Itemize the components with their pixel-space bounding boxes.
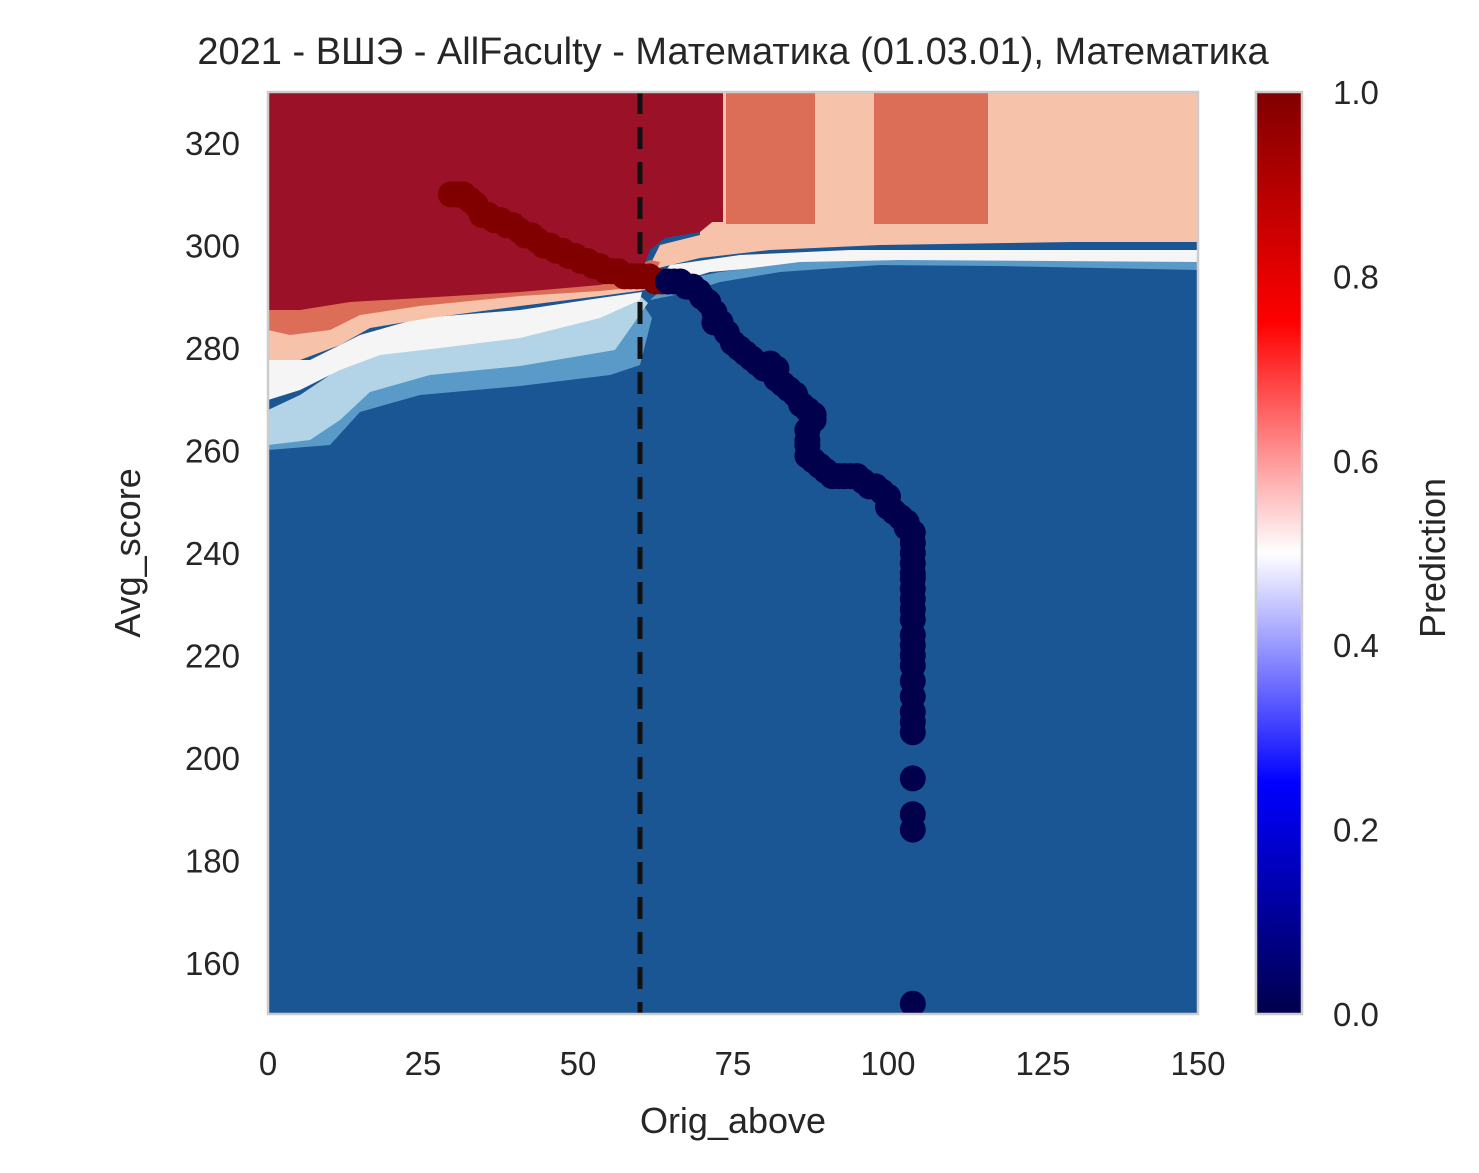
colorbar-ticks: 0.0 0.2 0.4 0.6 0.8 1.0 (1333, 74, 1379, 1033)
colorbar-label: Prediction (1412, 478, 1453, 638)
region-white-band-top (650, 250, 1198, 290)
region-salmon-block-b (874, 92, 988, 224)
region-blue-band-top (650, 260, 1198, 300)
region-salmon-block-a (726, 92, 815, 224)
plot-area (268, 92, 1198, 1014)
y-tick-label: 200 (185, 740, 240, 777)
colorbar-tick-label: 0.4 (1333, 627, 1379, 664)
chart-title: 2021 - ВШЭ - AllFaculty - Математика (01… (197, 31, 1269, 73)
region-white-band-left (268, 292, 642, 400)
x-axis-label: Orig_above (640, 1100, 826, 1141)
region-dark-red-left (268, 92, 722, 310)
y-tick-label: 160 (185, 945, 240, 982)
scatter-points (437, 181, 926, 1014)
region-salmon-band-left (268, 260, 660, 335)
scatter-point-low (899, 990, 926, 1014)
x-tick-label: 75 (715, 1045, 752, 1082)
y-tick-label: 280 (185, 330, 240, 367)
colorbar-tick-label: 0.2 (1333, 812, 1379, 849)
plot-frame (266, 90, 1200, 1016)
x-tick-label: 0 (259, 1045, 277, 1082)
x-tick-label: 25 (405, 1045, 442, 1082)
y-axis-label: Avg_score (107, 468, 148, 637)
colorbar-tick-label: 0.8 (1333, 258, 1379, 295)
y-tick-label: 240 (185, 535, 240, 572)
x-tick-label: 100 (860, 1045, 915, 1082)
colorbar (1254, 90, 1304, 1016)
y-axis-ticks: 160 180 200 220 240 260 280 300 320 (185, 125, 240, 982)
y-tick-label: 320 (185, 125, 240, 162)
y-tick-label: 260 (185, 433, 240, 470)
x-axis-ticks: 0 25 50 75 100 125 150 (259, 1045, 1226, 1082)
scatter-point-low (899, 719, 926, 746)
x-tick-label: 125 (1015, 1045, 1070, 1082)
colorbar-tick-label: 0.6 (1333, 443, 1379, 480)
region-light-blue-band-left (268, 296, 648, 445)
y-tick-label: 300 (185, 228, 240, 265)
region-light-salmon-band-left (268, 282, 648, 360)
colorbar-tick-label: 1.0 (1333, 74, 1379, 111)
x-tick-label: 50 (560, 1045, 597, 1082)
colorbar-tick-label: 0.0 (1333, 996, 1379, 1033)
contour-regions (268, 92, 1198, 1014)
x-tick-label: 150 (1170, 1045, 1225, 1082)
scatter-point-low (899, 816, 926, 843)
scatter-point-low (899, 765, 926, 792)
y-tick-label: 180 (185, 842, 240, 879)
y-tick-label: 220 (185, 637, 240, 674)
